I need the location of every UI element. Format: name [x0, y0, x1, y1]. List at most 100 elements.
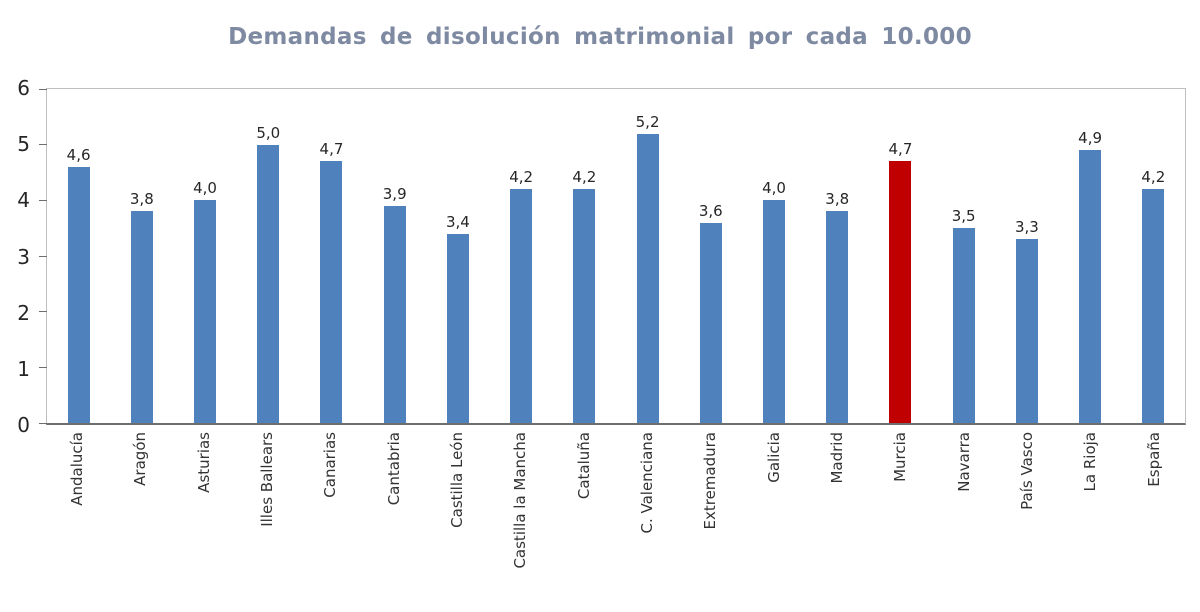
x-labels-row: Andalucía Aragón Asturias Illes Ballears Can… — [46, 432, 1186, 607]
x-label-cell: Galicia — [743, 432, 806, 607]
x-label-cell: Canarias — [299, 432, 362, 607]
x-label-cell: Andalucía — [46, 432, 109, 607]
x-axis-label: Cataluña — [574, 432, 593, 500]
x-label-cell: Madrid — [806, 432, 869, 607]
y-axis-tick-label: 6 — [17, 76, 30, 100]
x-axis-label: Illes Ballears — [258, 432, 277, 527]
plot-area: 4,6 3,8 4,0 5,0 4,7 3,9 3,4 4,2 4,2 5,2 3,6 4,0 3,8 4… — [39, 88, 1186, 425]
bar-column: 4,2 — [490, 89, 553, 423]
y-axis-tick-label: 1 — [17, 356, 30, 381]
bar — [699, 222, 722, 423]
bar-value-label: 3,5 — [951, 207, 976, 226]
y-axis-tick-mark — [39, 422, 47, 424]
y-axis-tick-mark — [39, 199, 47, 201]
x-label-cell: País Vasco — [996, 432, 1059, 607]
bar-value-label: 4,2 — [572, 168, 597, 187]
x-axis-label: Asturias — [194, 432, 213, 493]
bar-value-label: 4,0 — [762, 179, 786, 198]
x-label-cell: Castilla la Mancha — [489, 432, 552, 607]
bar — [1015, 239, 1038, 423]
chart-title: Demandas de disolución matrimonial por c… — [228, 24, 972, 50]
x-axis-label: Galicia — [764, 432, 783, 483]
bar-value-label: 3,6 — [698, 201, 723, 220]
y-axis-tick-mark — [39, 144, 47, 146]
bar-column: 3,8 — [110, 89, 173, 423]
bar — [194, 200, 217, 423]
x-label-cell: Extremadura — [679, 432, 742, 607]
bar-value-label: 4,7 — [888, 140, 913, 159]
bar-column: 3,3 — [995, 89, 1058, 423]
bar — [257, 144, 280, 423]
x-axis-label: Cantabria — [384, 432, 403, 506]
bar — [1079, 150, 1102, 423]
bar-value-label: 3,3 — [1014, 218, 1039, 237]
bar-value-label: 4,7 — [319, 140, 344, 159]
bar-value-label: 4,9 — [1078, 129, 1103, 148]
bar-column: 3,9 — [363, 89, 426, 423]
y-axis-tick-label: 0 — [17, 413, 30, 437]
bar-column: 4,6 — [47, 89, 110, 423]
y-axis-tick-mark — [39, 366, 47, 368]
y-axis-tick-label: 5 — [17, 132, 30, 157]
x-axis-label: Extremadura — [701, 432, 720, 530]
bar-value-label: 5,2 — [635, 112, 660, 131]
bar — [446, 233, 469, 423]
x-axis-label: Aragón — [131, 432, 150, 486]
x-axis-label: La Rioja — [1081, 432, 1100, 492]
x-label-cell: Illes Ballears — [236, 432, 299, 607]
y-axis-tick-label: 3 — [17, 244, 30, 269]
bar — [320, 161, 343, 423]
bar — [67, 166, 90, 423]
x-axis-label: Canarias — [321, 432, 340, 498]
y-axis-tick-label: 4 — [17, 188, 30, 213]
bar — [826, 211, 849, 423]
bar — [573, 189, 596, 423]
bar-column: 3,5 — [932, 89, 995, 423]
bars-row: 4,6 3,8 4,0 5,0 4,7 3,9 3,4 4,2 4,2 5,2 3,6 4,0 3,8 4… — [47, 89, 1185, 423]
x-label-cell: Navarra — [933, 432, 996, 607]
bar-column: 4,0 — [742, 89, 805, 423]
x-label-cell: Asturias — [173, 432, 236, 607]
bar-column: 3,6 — [679, 89, 742, 423]
x-label-cell: C. Valenciana — [616, 432, 679, 607]
bar-column: 4,9 — [1059, 89, 1122, 423]
y-axis: 0 1 2 3 4 5 6 — [0, 78, 46, 435]
bar-column: 5,0 — [237, 89, 300, 423]
x-axis-label: País Vasco — [1018, 432, 1037, 510]
x-axis-label: Murcia — [891, 432, 910, 482]
x-label-cell: España — [1123, 432, 1186, 607]
x-label-cell: Cantabria — [363, 432, 426, 607]
bar-value-label: 4,2 — [1141, 168, 1166, 187]
bar-column: 4,0 — [173, 89, 236, 423]
bar-column: 3,4 — [426, 89, 489, 423]
y-axis-tick-mark — [39, 255, 47, 257]
bar-column: 4,2 — [553, 89, 616, 423]
bar — [636, 133, 659, 423]
x-label-cell: Aragón — [109, 432, 172, 607]
x-axis-label: Madrid — [828, 432, 847, 484]
bar-column: 3,8 — [806, 89, 869, 423]
bar — [889, 161, 912, 423]
bar-value-label: 3,9 — [382, 184, 407, 203]
x-label-cell: Cataluña — [553, 432, 616, 607]
bar-value-label: 4,2 — [509, 168, 534, 187]
bar-column: 4,7 — [869, 89, 932, 423]
x-axis-label: Navarra — [954, 432, 973, 492]
bar — [952, 228, 975, 423]
bar-value-label: 4,0 — [193, 179, 217, 198]
y-axis-tick-label: 2 — [17, 300, 30, 325]
bar — [383, 205, 406, 423]
x-axis-label: España — [1144, 432, 1163, 487]
x-axis-label: C. Valenciana — [638, 432, 657, 534]
bar-column: 4,2 — [1122, 89, 1185, 423]
x-axis-label: Castilla León — [448, 432, 467, 528]
y-axis-tick-mark — [39, 88, 47, 90]
bar-value-label: 5,0 — [256, 123, 281, 142]
bar-value-label: 3,8 — [825, 190, 850, 209]
bar — [763, 200, 786, 423]
y-axis-tick-mark — [39, 311, 47, 313]
x-axis-label: Castilla la Mancha — [511, 432, 530, 569]
bar-column: 5,2 — [616, 89, 679, 423]
x-label-cell: La Rioja — [1059, 432, 1122, 607]
